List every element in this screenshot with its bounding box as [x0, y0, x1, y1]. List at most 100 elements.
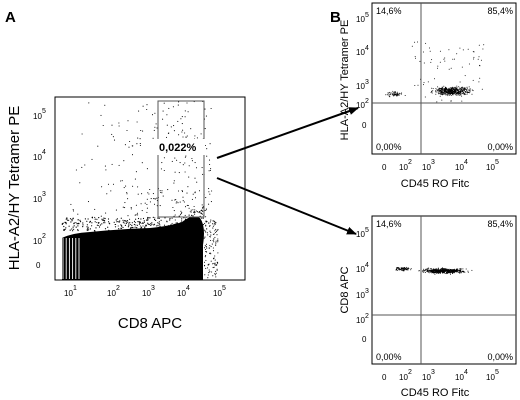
event-dot: [437, 89, 439, 91]
event-dot: [149, 201, 151, 203]
event-dot: [82, 226, 84, 228]
event-dot: [447, 270, 449, 272]
event-dot: [417, 41, 418, 43]
event-dot: [124, 220, 127, 222]
event-dot: [169, 219, 171, 221]
event-dot: [439, 269, 441, 271]
event-dot: [208, 272, 210, 274]
event-dot: [455, 270, 457, 272]
event-dot: [215, 228, 217, 230]
event-dot: [469, 91, 471, 93]
event-dot: [94, 218, 96, 220]
event-dot: [100, 114, 102, 116]
event-dot: [477, 58, 479, 60]
event-dot: [139, 144, 141, 147]
panel-a-gate-percent: 0,022%: [159, 142, 197, 154]
event-dot: [114, 223, 116, 226]
panel-b-top-y-label: HLA-A2/HY Tetramer PE: [339, 20, 351, 141]
event-dot: [473, 56, 475, 58]
event-dot: [72, 226, 74, 228]
event-dot: [466, 92, 468, 93]
event-dot: [212, 240, 214, 242]
event-dot: [410, 268, 412, 270]
event-dot: [453, 88, 454, 90]
event-dot: [180, 118, 182, 120]
panel-a-x-tick-exp: 3: [151, 285, 155, 292]
event-dot: [453, 93, 455, 94]
event-dot: [181, 131, 183, 133]
event-dot: [455, 89, 457, 91]
event-dot: [165, 136, 168, 138]
event-dot: [115, 219, 117, 221]
event-dot: [212, 275, 214, 277]
panel-a-y-tick-exp: 5: [42, 108, 46, 115]
event-dot: [213, 266, 215, 268]
event-dot: [174, 171, 176, 173]
event-dot: [464, 93, 466, 94]
event-dot: [136, 227, 138, 229]
event-dot: [461, 268, 463, 270]
event-dot: [458, 86, 460, 88]
event-dot: [95, 227, 97, 229]
event-dot: [150, 223, 152, 225]
event-dot: [210, 168, 212, 170]
event-dot: [461, 100, 463, 102]
event-dot: [439, 272, 441, 274]
event-dot: [448, 272, 450, 273]
event-dot: [128, 223, 130, 225]
event-dot: [206, 228, 208, 230]
event-dot: [118, 164, 120, 166]
event-dot: [104, 228, 107, 230]
event-dot: [455, 271, 457, 273]
event-dot: [120, 217, 122, 219]
event-dot: [213, 233, 215, 235]
event-dot: [122, 206, 124, 208]
event-dot: [166, 221, 168, 223]
event-dot: [181, 190, 183, 192]
event-dot: [77, 229, 79, 231]
event-dot: [394, 91, 396, 92]
event-dot: [127, 221, 129, 223]
event-dot: [200, 133, 202, 135]
event-dot: [157, 222, 159, 224]
event-dot: [211, 271, 213, 273]
event-dot: [450, 87, 452, 89]
event-dot: [431, 59, 433, 61]
event-dot: [63, 225, 65, 228]
event-dot: [452, 89, 454, 91]
event-dot: [454, 89, 456, 91]
event-dot: [472, 90, 474, 92]
event-dot: [462, 90, 463, 92]
event-dot: [87, 201, 90, 203]
event-dot: [117, 225, 119, 227]
event-dot: [186, 135, 188, 137]
panel-b-top-y-tick-exp: 4: [365, 45, 369, 52]
event-dot: [187, 186, 189, 188]
event-dot: [395, 268, 397, 270]
event-dot: [401, 268, 403, 269]
event-dot: [68, 219, 70, 221]
event-dot: [467, 89, 469, 91]
event-dot: [217, 241, 219, 243]
event-dot: [73, 225, 75, 227]
event-dot: [429, 50, 431, 52]
event-dot: [460, 89, 462, 91]
event-dot: [480, 59, 482, 61]
event-dot: [414, 41, 416, 43]
event-dot: [404, 95, 406, 96]
event-dot: [214, 221, 216, 223]
panel-b-top-x-tick-exp: 2: [408, 159, 412, 166]
event-dot: [445, 93, 446, 95]
panel-b-bottom-quadrant-ur: 85,4%: [487, 219, 513, 229]
panel-b-top-events: [385, 41, 485, 103]
event-dot: [185, 155, 187, 157]
event-dot: [452, 94, 454, 96]
event-dot: [146, 108, 148, 111]
event-dot: [105, 212, 107, 214]
event-dot: [465, 91, 466, 93]
event-dot: [109, 223, 111, 225]
event-dot: [431, 272, 433, 274]
panel-b-top-quadrant-ul: 14,6%: [376, 6, 402, 16]
event-dot: [431, 90, 433, 92]
event-dot: [194, 211, 196, 213]
